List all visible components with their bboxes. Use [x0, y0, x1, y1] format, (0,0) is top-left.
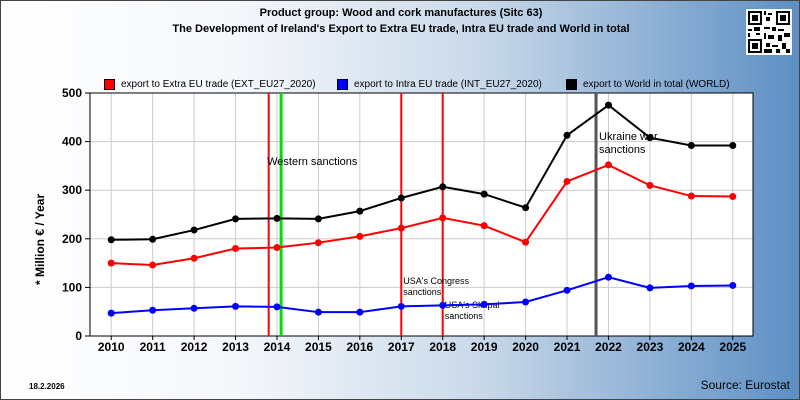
data-point-intra [356, 308, 364, 316]
data-point-intra [687, 282, 695, 290]
chart-title-line1: Product group: Wood and cork manufacture… [259, 7, 543, 19]
event-label: Western sanctions [267, 156, 358, 168]
source-note: Source: Eurostat [700, 378, 790, 392]
data-point-extra [149, 261, 157, 269]
x-tick-label: 2023 [637, 340, 664, 354]
data-point-intra [480, 300, 488, 308]
event-label: Ukraine war sanctions [599, 131, 658, 156]
data-point-world [232, 215, 240, 223]
x-tick-label: 2012 [181, 340, 208, 354]
data-point-intra [397, 302, 405, 310]
x-tick-label: 2015 [305, 340, 332, 354]
legend-label-extra: export to Extra EU trade (EXT_EU27_2020) [121, 79, 316, 90]
data-point-intra [604, 273, 612, 281]
data-point-world [439, 183, 447, 191]
event-label: USA's Congress sanctions [403, 276, 469, 297]
legend-label-world: export to World in total (WORLD) [583, 79, 730, 90]
x-tick-label: 2014 [264, 340, 291, 354]
data-point-intra [107, 309, 115, 317]
data-point-world [273, 214, 281, 222]
y-tick-label: 200 [62, 232, 82, 246]
data-point-extra [397, 224, 405, 232]
data-point-world [604, 101, 612, 109]
data-point-intra [314, 308, 322, 316]
chart-title-line2: The Development of Ireland's Export to E… [172, 23, 630, 35]
x-tick-label: 2011 [140, 340, 166, 354]
chart-legend: export to Extra EU trade (EXT_EU27_2020)… [1, 79, 800, 93]
data-point-extra [563, 177, 571, 185]
series-line-world [111, 103, 733, 241]
x-tick-label: 2021 [554, 340, 581, 354]
legend-label-intra: export to Intra EU trade (INT_EU27_2020) [354, 79, 542, 90]
data-point-extra [604, 161, 612, 169]
data-point-extra [273, 244, 281, 252]
data-point-world [107, 236, 115, 244]
data-point-world [687, 141, 695, 149]
data-point-extra [687, 192, 695, 200]
legend-swatch-intra [337, 79, 348, 90]
x-tick-label: 2017 [388, 340, 415, 354]
x-tick-label: 2013 [222, 340, 249, 354]
series-line-intra [111, 276, 733, 315]
qr-code-icon [746, 9, 792, 55]
data-point-extra [729, 193, 737, 201]
data-point-world [480, 190, 488, 198]
y-tick-label: 400 [62, 135, 82, 149]
data-point-intra [439, 301, 447, 309]
data-point-extra [314, 239, 322, 247]
x-tick-label: 2024 [678, 340, 705, 354]
data-point-world [646, 134, 654, 142]
legend-item-world: export to World in total (WORLD) [566, 79, 730, 90]
data-point-world [190, 226, 198, 234]
plot-border [89, 92, 754, 337]
data-point-extra [232, 245, 240, 253]
legend-item-intra: export to Intra EU trade (INT_EU27_2020) [337, 79, 542, 90]
data-point-world [563, 131, 571, 139]
data-point-intra [273, 303, 281, 311]
data-point-extra [480, 222, 488, 230]
plot-area [90, 93, 753, 336]
data-point-world [314, 215, 322, 223]
data-point-world [356, 207, 364, 215]
data-point-intra [729, 281, 737, 289]
legend-swatch-world [566, 79, 577, 90]
x-tick-label: 2020 [512, 340, 539, 354]
y-tick-label: 0 [75, 329, 82, 343]
data-point-intra [190, 304, 198, 312]
data-point-extra [190, 254, 198, 262]
x-tick-label: 2025 [719, 340, 746, 354]
data-point-intra [646, 284, 654, 292]
y-tick-label: 300 [62, 183, 82, 197]
data-point-world [522, 204, 530, 212]
data-point-intra [149, 306, 157, 314]
x-tick-label: 2016 [346, 340, 373, 354]
data-point-world [149, 235, 157, 243]
data-point-extra [522, 238, 530, 246]
data-point-extra [646, 181, 654, 189]
data-point-extra [439, 214, 447, 222]
legend-item-extra: export to Extra EU trade (EXT_EU27_2020) [104, 79, 316, 90]
data-point-world [397, 194, 405, 202]
data-point-intra [563, 286, 571, 294]
x-tick-label: 2010 [98, 340, 125, 354]
legend-swatch-extra [104, 79, 115, 90]
x-tick-label: 2019 [471, 340, 498, 354]
data-point-extra [107, 259, 115, 267]
data-point-world [729, 141, 737, 149]
x-tick-label: 2022 [595, 340, 622, 354]
y-tick-label: 100 [62, 280, 82, 294]
data-point-intra [522, 298, 530, 306]
date-stamp: 18.2.2026 [29, 382, 65, 391]
series-line-extra [111, 163, 733, 267]
data-point-extra [356, 232, 364, 240]
y-tick-label: 500 [62, 86, 82, 100]
x-tick-label: 2018 [429, 340, 456, 354]
data-point-intra [232, 302, 240, 310]
